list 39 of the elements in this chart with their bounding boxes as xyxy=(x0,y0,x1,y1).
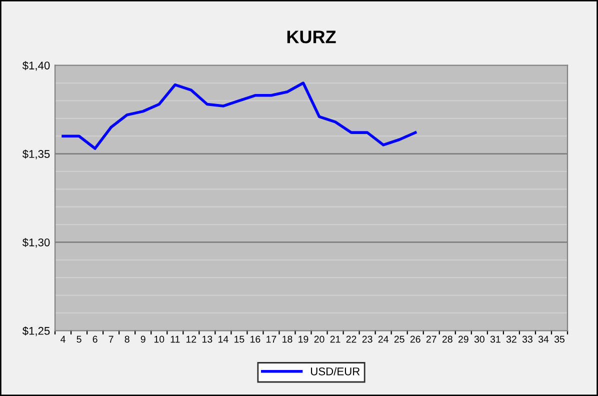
x-tick-label: 31 xyxy=(490,336,500,343)
x-tick-label: 26 xyxy=(410,336,420,343)
y-tick-label: $1,40 xyxy=(22,61,50,71)
x-tick-label: 22 xyxy=(346,336,356,343)
y-tick-label: $1,35 xyxy=(22,150,50,160)
y-tick-label: $1,25 xyxy=(22,326,50,336)
x-tick-label: 33 xyxy=(522,336,532,343)
x-tick-label: 6 xyxy=(92,336,98,343)
x-tick-label: 7 xyxy=(108,336,114,343)
x-tick-label: 30 xyxy=(474,336,484,343)
x-tick-label: 29 xyxy=(458,336,468,343)
x-tick-label: 5 xyxy=(76,336,82,343)
x-tick-label: 16 xyxy=(250,336,260,343)
x-tick-label: 23 xyxy=(362,336,372,343)
x-tick-label: 9 xyxy=(140,336,146,343)
x-tick-label: 35 xyxy=(554,336,564,343)
x-tick-label: 28 xyxy=(442,336,452,343)
chart-title: KURZ xyxy=(287,30,336,44)
x-tick-label: 11 xyxy=(170,336,180,343)
y-tick-label: $1,30 xyxy=(22,238,50,248)
legend-label: USD/EUR xyxy=(311,367,360,376)
x-tick-label: 13 xyxy=(202,336,212,343)
x-tick-label: 8 xyxy=(124,336,130,343)
x-tick-label: 19 xyxy=(298,336,308,343)
line-series xyxy=(62,82,417,150)
x-tick-label: 27 xyxy=(426,336,436,343)
x-tick-label: 14 xyxy=(218,336,228,343)
x-tick-label: 17 xyxy=(266,336,276,343)
x-tick-label: 20 xyxy=(314,336,324,343)
x-tick-label: 15 xyxy=(234,336,244,343)
x-tick-label: 24 xyxy=(378,336,388,343)
x-tick-label: 25 xyxy=(394,336,404,343)
x-tick-label: 10 xyxy=(154,336,164,343)
x-tick-label: 21 xyxy=(330,336,340,343)
x-tick-label: 34 xyxy=(538,336,549,343)
x-tick-label: 4 xyxy=(60,336,66,343)
x-tick-label: 18 xyxy=(282,336,292,343)
x-tick-label: 12 xyxy=(186,336,196,343)
x-tick-label: 32 xyxy=(506,336,516,343)
